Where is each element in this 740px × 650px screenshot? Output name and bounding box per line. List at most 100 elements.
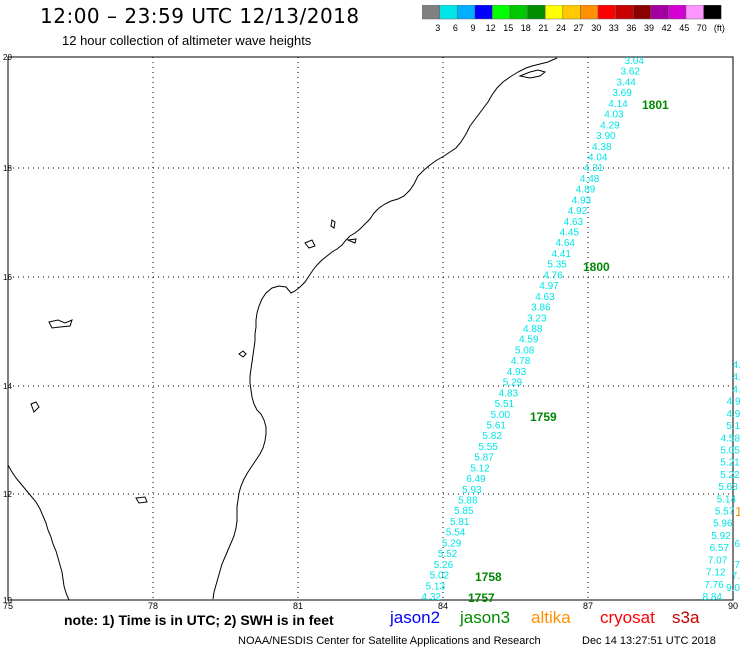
track-time-label: 1757 bbox=[468, 591, 495, 605]
satellite-cryosat: cryosat bbox=[600, 608, 655, 627]
latitude-label: 14 bbox=[3, 382, 12, 391]
wave-height-value: 4.88 bbox=[523, 324, 543, 335]
wave-height-value: 5.02 bbox=[430, 571, 450, 582]
wave-height-value: 5.92 bbox=[711, 531, 731, 542]
color-scale-label: 6 bbox=[453, 23, 458, 33]
island-small-f bbox=[346, 238, 357, 244]
wave-height-value: 5.12 bbox=[470, 463, 490, 474]
color-scale-label: 27 bbox=[574, 23, 584, 33]
color-scale-label: 36 bbox=[626, 23, 636, 33]
longitude-label: 90 bbox=[728, 601, 738, 610]
color-scale-label: 33 bbox=[609, 23, 619, 33]
wave-height-value: 7.12 bbox=[706, 568, 726, 579]
color-scale-label: 45 bbox=[679, 23, 689, 33]
wave-height-value: 4. bbox=[732, 384, 740, 395]
wave-height-value: 5.26 bbox=[434, 560, 454, 571]
wave-height-value: 4.29 bbox=[600, 120, 620, 131]
wave-height-value: 5.87 bbox=[474, 453, 494, 464]
wave-height-value: 4.32 bbox=[422, 592, 442, 603]
wave-height-value: 5.85 bbox=[454, 506, 474, 517]
wave-height-value: 5.82 bbox=[482, 431, 502, 442]
latitude-label: 18 bbox=[3, 164, 12, 173]
wave-height-value: 5.1 bbox=[726, 421, 740, 432]
wave-height-value: 4.58 bbox=[721, 433, 740, 444]
island-small-a bbox=[48, 319, 73, 329]
island-small-c bbox=[30, 401, 40, 413]
wave-height-value: 5.55 bbox=[478, 442, 498, 453]
partial-label-right-edge: 1 bbox=[735, 504, 740, 519]
latitude-label: 12 bbox=[3, 490, 12, 499]
color-scale-label: 42 bbox=[662, 23, 672, 33]
wave-height-value: 3.44 bbox=[616, 77, 636, 88]
island-north bbox=[518, 69, 547, 79]
wave-height-value: 4. bbox=[732, 372, 740, 383]
track-values-right: 4.4.4.4.94.95.14.585.055.215.225.635.145… bbox=[703, 360, 740, 603]
map-subtitle: 12 hour collection of altimeter wave hei… bbox=[62, 33, 312, 48]
satellite-s3a: s3a bbox=[672, 608, 700, 627]
color-scale-label: 70 bbox=[697, 23, 707, 33]
coastline bbox=[7, 57, 558, 601]
wave-height-value: 5.35 bbox=[547, 260, 567, 271]
coastline-southwest bbox=[7, 464, 70, 601]
color-scale-label: (ft) bbox=[714, 23, 725, 33]
wave-height-value: 3.69 bbox=[612, 88, 632, 99]
wave-height-value: 3.86 bbox=[531, 303, 551, 314]
wave-height-value: 5.96 bbox=[713, 519, 733, 530]
wave-height-value: 5.14 bbox=[717, 494, 737, 505]
latitude-label: 16 bbox=[3, 273, 12, 282]
wave-height-value: 5.29 bbox=[503, 378, 523, 389]
wave-height-value: 7 bbox=[734, 560, 740, 571]
latitude-label: 20 bbox=[3, 53, 12, 62]
track-time-label: 1759 bbox=[530, 410, 557, 424]
island-small-d bbox=[135, 496, 148, 504]
wave-height-value: 3.62 bbox=[620, 67, 640, 78]
generated-timestamp: Dec 14 13:27:51 UTC 2018 bbox=[582, 635, 716, 647]
wave-height-value: 4.97 bbox=[539, 281, 559, 292]
wave-height-value: 4. bbox=[733, 360, 740, 371]
wave-height-value: 7.76 bbox=[704, 580, 724, 591]
wave-height-value: 4.93 bbox=[572, 195, 592, 206]
color-scale-label: 24 bbox=[556, 23, 566, 33]
satellite-jason3: jason3 bbox=[460, 608, 511, 627]
wave-height-value: 4.9 bbox=[727, 397, 740, 408]
wave-height-value: 5.00 bbox=[491, 410, 511, 421]
wave-height-value: 4.38 bbox=[592, 142, 612, 153]
wave-height-value: 4.83 bbox=[499, 388, 519, 399]
wave-height-value: 4.9 bbox=[726, 409, 740, 420]
color-scale-label: 15 bbox=[503, 23, 513, 33]
wave-height-value: 4.89 bbox=[576, 185, 596, 196]
longitude-label: 75 bbox=[3, 601, 13, 610]
longitude-label: 87 bbox=[583, 601, 593, 610]
wave-height-value: 5.51 bbox=[495, 399, 515, 410]
credit-line: NOAA/NESDIS Center for Satellite Applica… bbox=[238, 635, 541, 647]
island-small-g bbox=[330, 219, 336, 229]
wave-height-value: 5.21 bbox=[720, 458, 740, 469]
color-scale-label: 12 bbox=[486, 23, 496, 33]
track-time-label: 1801 bbox=[642, 98, 669, 112]
latitude-label: 10 bbox=[3, 596, 12, 605]
track-values-right-edge: 6 77.9.0 bbox=[726, 539, 740, 594]
wave-height-value: 5.81 bbox=[450, 517, 470, 528]
wave-height-value: 4.03 bbox=[604, 110, 624, 121]
wave-height-value: 4.04 bbox=[588, 152, 608, 163]
wave-height-value: 6.49 bbox=[466, 474, 486, 485]
wave-height-value: 5.29 bbox=[442, 538, 462, 549]
color-swatch bbox=[703, 5, 722, 20]
color-scale-label: 9 bbox=[470, 23, 475, 33]
wave-height-value: 3.04 bbox=[625, 56, 645, 67]
color-scale-label: 39 bbox=[644, 23, 654, 33]
satellite-jason2: jason2 bbox=[390, 608, 441, 627]
color-scale-label: 18 bbox=[521, 23, 531, 33]
track-time-label: 1758 bbox=[475, 570, 502, 584]
color-scale-label: 30 bbox=[591, 23, 601, 33]
track-values-main: 3.043.623.443.694.144.034.293.904.384.04… bbox=[422, 56, 645, 603]
color-scale-legend: 3 6 9 12 15 18 21 24 27 30 33 36 39 42 45 70 (ft) bbox=[422, 5, 725, 33]
color-scale-label: 3 bbox=[435, 23, 440, 33]
wave-height-value: 4.64 bbox=[556, 238, 576, 249]
island-small-b bbox=[238, 350, 247, 358]
track-time-label: 1800 bbox=[583, 260, 610, 274]
wave-height-value: 6.57 bbox=[710, 543, 730, 554]
longitude-label: 78 bbox=[148, 601, 158, 610]
wave-height-value: 9.0 bbox=[726, 583, 740, 594]
